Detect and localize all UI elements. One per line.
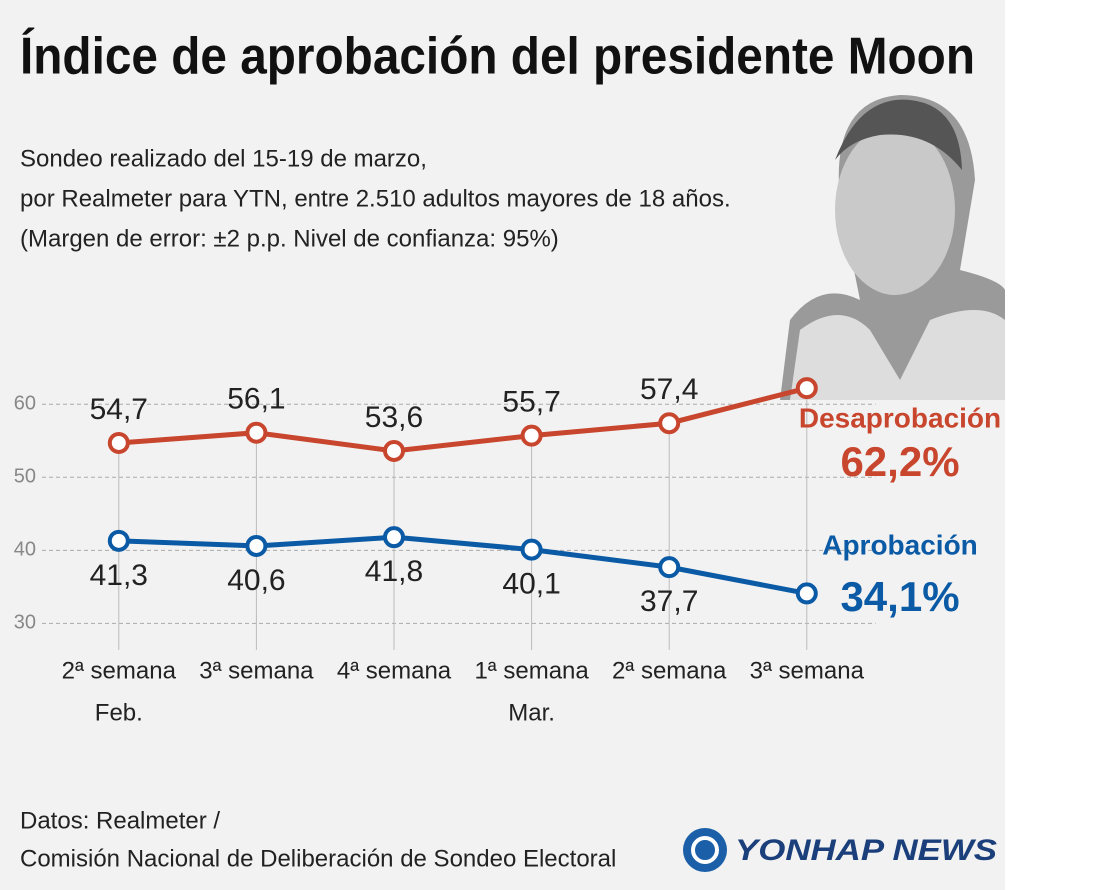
data-label: 41,8 (365, 555, 423, 588)
point (383, 526, 405, 549)
series-line (118, 385, 808, 454)
point (245, 421, 268, 444)
x-tick-label: 4ª semana (337, 657, 452, 684)
background (0, 0, 1005, 890)
source: Comisión Nacional de Deliberación de Son… (20, 845, 616, 872)
x-tick-label: 2ª semana (612, 657, 727, 684)
y-tick-label: 60 (14, 393, 36, 415)
x-tick-label: 2ª semana (62, 657, 177, 684)
x-group-label: Feb. (95, 699, 143, 726)
point (383, 439, 405, 462)
series-name: Desaprobación (799, 402, 1001, 433)
point (107, 431, 130, 454)
x-tick-label: 3ª semana (750, 657, 865, 684)
subtitle: (Margen de error: ±2 p.p. Nivel de confi… (20, 225, 559, 252)
y-tick-label: 40 (14, 539, 36, 561)
x-tick-label: 1ª semana (474, 657, 589, 684)
portrait (780, 95, 1005, 400)
y-tick-label: 50 (14, 466, 36, 488)
data-label: 57,4 (640, 373, 698, 406)
point (520, 424, 543, 447)
point (107, 529, 130, 552)
data-label: 62,2% (840, 438, 959, 485)
data-label: 40,6 (227, 564, 285, 597)
logo (683, 828, 727, 872)
source: Datos: Realmeter / (20, 807, 220, 834)
subtitle: Sondeo realizado del 15-19 de marzo, (20, 145, 427, 172)
point (795, 377, 818, 400)
data-label: 37,7 (640, 585, 698, 618)
point (658, 412, 681, 435)
logo-text: YONHAP NEWS (735, 834, 997, 867)
data-label: 34,1% (840, 573, 959, 620)
point (520, 538, 543, 561)
data-label: 56,1 (227, 383, 285, 416)
y-tick-label: 30 (14, 612, 36, 634)
x-group-label: Mar. (508, 699, 555, 726)
data-label: 41,3 (90, 559, 148, 592)
point (795, 582, 818, 605)
data-label: 55,7 (502, 386, 560, 419)
data-label: 40,1 (502, 568, 560, 601)
subtitle: por Realmeter para YTN, entre 2.510 adul… (20, 185, 731, 212)
data-label: 54,7 (90, 393, 148, 426)
point (245, 534, 268, 557)
data-label: 53,6 (365, 401, 423, 434)
x-tick-label: 3ª semana (199, 657, 314, 684)
series-name: Aprobación (822, 529, 978, 560)
point (658, 556, 681, 579)
series-line (118, 534, 808, 596)
chart-title: Índice de aprobación del presidente Moon (20, 28, 975, 86)
